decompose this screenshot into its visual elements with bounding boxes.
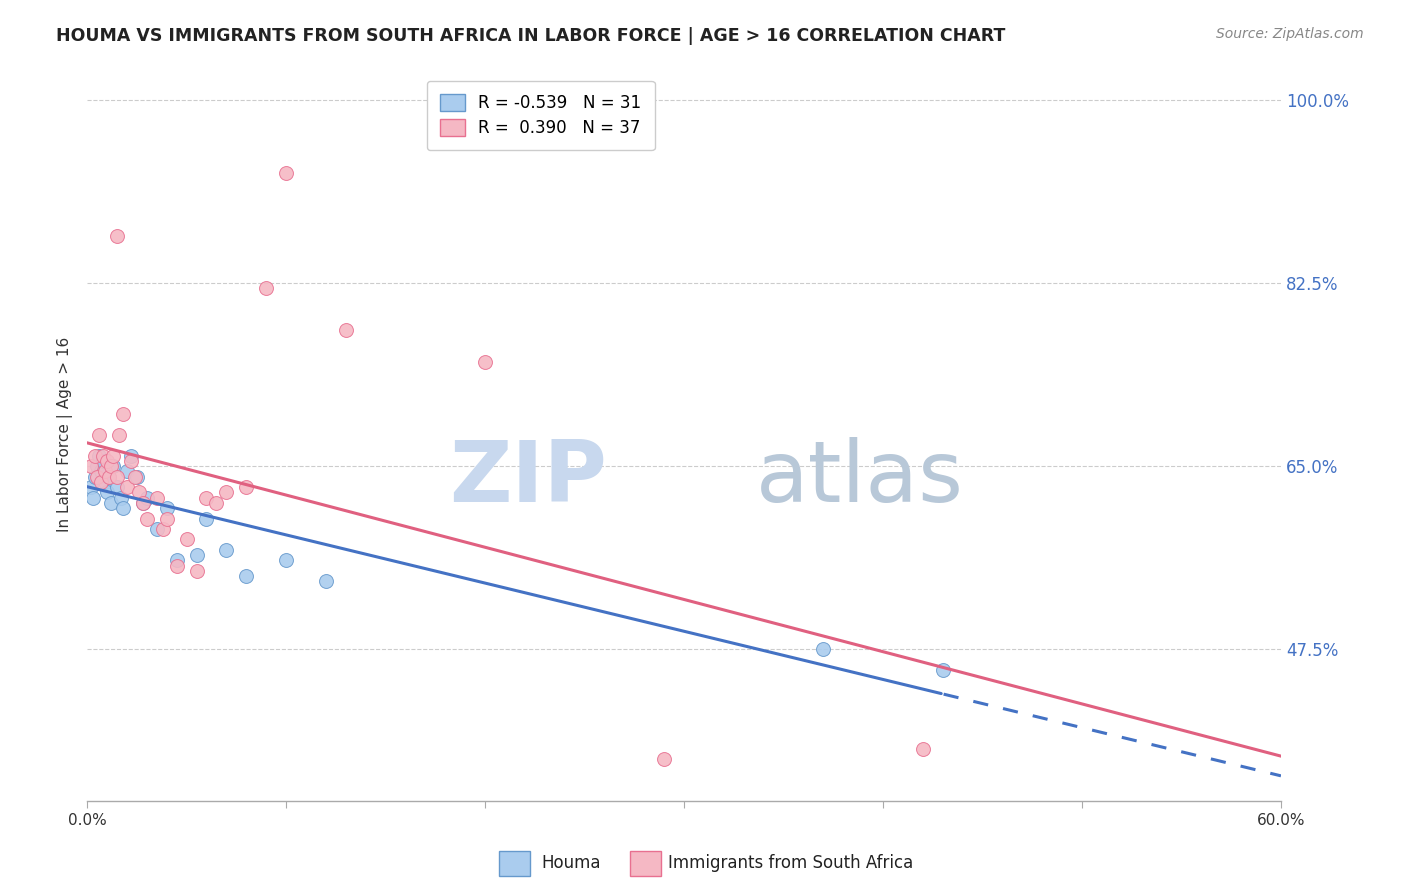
Point (156, 501, 179, 516)
Point (96, 454, 118, 468)
Point (813, 642, 835, 657)
Point (111, 501, 134, 516)
Point (100, 459, 122, 474)
Point (96, 485, 118, 500)
Point (80, 459, 103, 474)
Point (135, 511, 157, 525)
Point (145, 491, 167, 505)
Point (166, 558, 188, 573)
Point (474, 354, 496, 368)
Point (84, 469, 107, 483)
Point (80, 480, 103, 494)
Point (274, 166, 297, 180)
Point (110, 491, 132, 505)
Point (90, 475, 112, 489)
Point (105, 229, 128, 244)
Point (215, 485, 238, 500)
Point (166, 553, 188, 567)
Text: Immigrants from South Africa: Immigrants from South Africa (668, 855, 912, 872)
Point (120, 449, 142, 463)
Point (205, 496, 228, 510)
Point (101, 449, 124, 463)
Point (90, 465, 112, 479)
Point (186, 564, 208, 578)
Y-axis label: In Labor Force | Age > 16: In Labor Force | Age > 16 (58, 337, 73, 533)
Point (132, 496, 155, 510)
Point (128, 485, 150, 500)
Point (87, 449, 110, 463)
Point (124, 469, 146, 483)
Point (195, 511, 218, 525)
Text: Houma: Houma (541, 855, 600, 872)
Point (97, 469, 120, 483)
Point (100, 496, 122, 510)
Point (235, 569, 257, 583)
Point (235, 480, 257, 494)
Point (108, 427, 131, 442)
Point (186, 548, 208, 562)
Point (274, 553, 297, 567)
Point (101, 459, 124, 474)
Point (652, 752, 675, 766)
Point (145, 522, 167, 536)
Text: HOUMA VS IMMIGRANTS FROM SOUTH AFRICA IN LABOR FORCE | AGE > 16 CORRELATION CHAR: HOUMA VS IMMIGRANTS FROM SOUTH AFRICA IN… (56, 27, 1005, 45)
Text: Source: ZipAtlas.com: Source: ZipAtlas.com (1216, 27, 1364, 41)
Point (195, 491, 218, 505)
Point (94, 465, 117, 479)
Point (111, 407, 134, 421)
Point (87, 427, 110, 442)
Point (176, 533, 198, 547)
Text: atlas: atlas (755, 437, 963, 520)
Point (105, 469, 128, 483)
Point (135, 491, 157, 505)
Point (86, 459, 108, 474)
Point (105, 480, 128, 494)
Point (156, 511, 179, 525)
Point (82, 491, 104, 505)
Point (125, 469, 148, 483)
Point (120, 454, 142, 468)
Point (84, 449, 107, 463)
Point (115, 465, 138, 479)
Point (315, 574, 337, 589)
Point (132, 496, 155, 510)
Point (94, 475, 117, 489)
Point (931, 663, 953, 677)
Point (91, 454, 114, 468)
Legend: R = -0.539   N = 31, R =  0.390   N = 37: R = -0.539 N = 31, R = 0.390 N = 37 (426, 80, 655, 150)
Point (152, 522, 174, 536)
Point (97, 469, 120, 483)
Point (911, 741, 934, 756)
Point (115, 480, 138, 494)
Point (86, 469, 108, 483)
Text: ZIP: ZIP (449, 437, 606, 520)
Point (335, 323, 357, 337)
Point (215, 543, 238, 558)
Point (254, 281, 277, 295)
Point (91, 449, 114, 463)
